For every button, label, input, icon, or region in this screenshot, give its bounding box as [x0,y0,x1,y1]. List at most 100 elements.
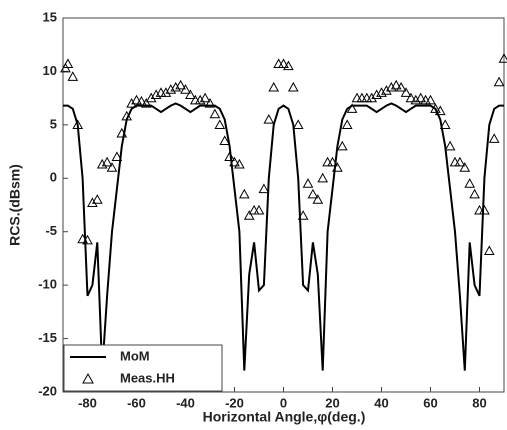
meas-marker [224,151,235,162]
meas-marker [278,58,289,69]
meas-marker [121,110,133,121]
meas-marker [131,94,142,105]
meas-marker [238,188,250,199]
meas-marker [116,127,128,138]
x-tick-label: 40 [374,395,388,410]
meas-marker [62,58,74,69]
x-tick-label: 0 [280,395,287,410]
meas-marker [82,234,93,245]
meas-marker [268,81,280,92]
plot-frame [62,17,505,393]
meas-marker [258,183,270,194]
meas-marker [498,53,507,63]
meas-marker [332,162,343,172]
y-tick-label: 0 [50,170,57,185]
y-tick-label: -15 [38,330,57,345]
meas-marker [390,79,402,90]
y-tick-label: 15 [43,9,57,24]
meas-marker [72,119,84,129]
meas-marker [307,188,319,199]
meas-marker [204,97,216,108]
meas-marker [96,158,108,169]
meas-marker [341,119,353,129]
meas-marker [425,94,436,105]
x-tick-label: -80 [78,395,97,410]
legend: MoM Meas.HH [63,344,223,392]
meas-marker [140,97,152,108]
meas-marker [410,94,422,105]
meas-marker [464,178,476,188]
meas-marker [101,156,113,167]
meas-marker [283,60,294,71]
x-tick-label: -40 [176,395,195,410]
meas-marker [336,140,348,151]
meas-marker [287,81,299,92]
meas-marker [346,103,358,113]
meas-marker [454,156,466,167]
x-tick-label: 20 [325,395,339,410]
meas-marker [469,188,480,199]
meas-marker [371,89,382,100]
meas-marker [91,194,103,204]
meas-marker [385,81,397,92]
meas-marker [160,87,172,97]
meas-marker [430,103,441,113]
meas-marker [234,158,245,169]
y-tick-label: -20 [38,383,57,398]
legend-label: MoM [120,348,150,363]
y-tick-label: 10 [43,63,57,78]
meas-marker [165,84,177,94]
meas-marker [459,162,471,172]
meas-marker [229,156,240,167]
x-axis-label: Horizontal Angle,φ(deg.) [203,409,366,425]
legend-marker [82,372,94,384]
meas-marker [111,151,123,162]
meas-marker [194,94,206,105]
meas-marker [415,92,427,103]
meas-marker [219,135,231,145]
meas-marker [327,156,338,167]
meas-marker [199,92,211,103]
meas-marker [366,92,378,103]
meas-marker [87,197,98,207]
meas-marker [400,87,412,97]
meas-marker [376,87,387,97]
x-tick-label: -20 [225,395,244,410]
meas-marker [126,97,137,108]
legend-label: Meas.HH [120,370,175,385]
meas-marker [263,113,275,124]
meas-marker [145,92,157,103]
x-tick-label: 60 [423,395,437,410]
y-tick-label: -10 [38,277,57,292]
meas-marker [106,162,118,172]
meas-marker [381,85,392,95]
y-axis-label: RCS.(dBsm) [7,164,23,246]
meas-marker [170,81,182,92]
meas-marker [405,92,417,103]
meas-marker [302,178,314,188]
y-tick-label: -5 [45,223,57,238]
meas-marker [77,233,88,244]
meas-marker [483,245,495,256]
meas-marker [253,204,265,215]
meas-marker [67,71,79,81]
mom-line [63,102,504,371]
meas-marker [214,119,226,129]
meas-marker [434,105,446,116]
y-tick-label: 5 [50,116,57,131]
meas-marker [297,210,309,220]
meas-marker [493,76,505,87]
meas-marker [243,210,255,220]
meas-marker [185,89,196,100]
meas-marker [444,140,456,151]
meas-marker [209,108,221,119]
x-tick-label: 80 [472,395,486,410]
meas-marker [439,119,451,129]
meas-marker [395,81,407,92]
meas-marker [175,79,186,90]
meas-marker [292,119,304,129]
meas-marker [479,204,490,215]
meas-marker [317,172,329,183]
